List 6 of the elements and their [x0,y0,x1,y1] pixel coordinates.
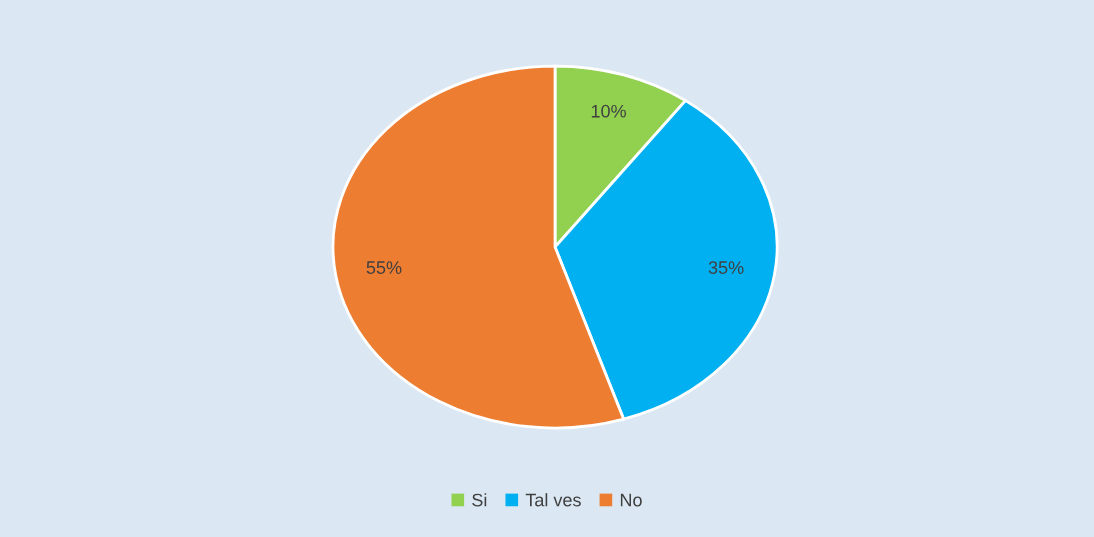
legend-label: Si [472,493,487,507]
data-label: 55% [366,261,402,274]
data-label: 10% [591,104,626,118]
data-label: 35% [708,261,744,274]
legend-label: Tal ves [525,493,581,507]
legend-label: No [620,493,642,507]
